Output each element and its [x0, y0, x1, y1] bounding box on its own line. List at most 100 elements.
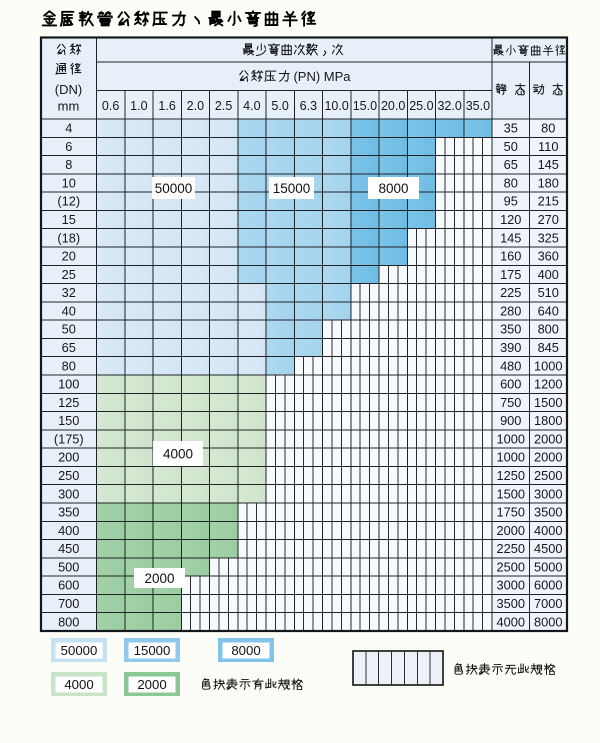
svg-text:1800: 1800 — [534, 413, 562, 428]
svg-text:4000: 4000 — [497, 614, 525, 629]
svg-text:95: 95 — [504, 194, 518, 209]
svg-text:1750: 1750 — [497, 505, 525, 520]
svg-text:2000: 2000 — [534, 431, 562, 446]
svg-text:80: 80 — [62, 358, 76, 373]
svg-text:15: 15 — [62, 212, 76, 227]
svg-text:8000: 8000 — [378, 181, 408, 196]
svg-text:215: 215 — [538, 194, 559, 209]
svg-text:4.0: 4.0 — [243, 99, 260, 113]
svg-text:2000: 2000 — [137, 677, 166, 692]
svg-text:20: 20 — [62, 249, 76, 264]
svg-text:65: 65 — [62, 340, 76, 355]
svg-text:1250: 1250 — [497, 468, 525, 483]
svg-text:2.0: 2.0 — [187, 99, 204, 113]
svg-text:450: 450 — [58, 541, 79, 556]
svg-text:390: 390 — [500, 340, 521, 355]
svg-text:4000: 4000 — [163, 446, 193, 461]
svg-text:6.3: 6.3 — [300, 99, 317, 113]
svg-text:2000: 2000 — [144, 571, 174, 586]
svg-text:1.6: 1.6 — [158, 99, 175, 113]
svg-text:(DN): (DN) — [55, 82, 82, 97]
svg-text:845: 845 — [538, 340, 559, 355]
svg-text:0.6: 0.6 — [102, 99, 119, 113]
svg-text:160: 160 — [500, 249, 521, 264]
svg-text:145: 145 — [500, 230, 521, 245]
svg-text:900: 900 — [500, 413, 521, 428]
svg-text:6000: 6000 — [534, 578, 562, 593]
svg-text:700: 700 — [58, 596, 79, 611]
svg-text:600: 600 — [500, 377, 521, 392]
svg-text:510: 510 — [538, 285, 559, 300]
svg-text:32: 32 — [62, 285, 76, 300]
svg-text:120: 120 — [500, 212, 521, 227]
svg-text:mm: mm — [58, 99, 80, 114]
svg-text:350: 350 — [500, 322, 521, 337]
svg-text:350: 350 — [58, 505, 79, 520]
svg-text:145: 145 — [538, 157, 559, 172]
svg-text:5.0: 5.0 — [271, 99, 288, 113]
svg-text:8000: 8000 — [534, 614, 562, 629]
svg-text:4000: 4000 — [64, 677, 93, 692]
svg-text:80: 80 — [504, 175, 518, 190]
svg-text:3000: 3000 — [497, 578, 525, 593]
svg-text:32.0: 32.0 — [437, 99, 461, 113]
svg-text:180: 180 — [538, 175, 559, 190]
svg-text:50: 50 — [504, 139, 518, 154]
svg-text:40: 40 — [62, 303, 76, 318]
svg-text:2.5: 2.5 — [215, 99, 232, 113]
svg-text:1000: 1000 — [534, 358, 562, 373]
svg-text:2000: 2000 — [534, 450, 562, 465]
svg-text:600: 600 — [58, 578, 79, 593]
svg-text:6: 6 — [65, 139, 72, 154]
svg-text:15.0: 15.0 — [353, 99, 377, 113]
svg-text:1200: 1200 — [534, 377, 562, 392]
svg-text:8: 8 — [65, 157, 72, 172]
svg-text:250: 250 — [58, 468, 79, 483]
svg-text:125: 125 — [58, 395, 79, 410]
svg-text:10.0: 10.0 — [324, 99, 348, 113]
svg-text:800: 800 — [538, 322, 559, 337]
svg-text:3000: 3000 — [534, 486, 562, 501]
svg-text:100: 100 — [58, 377, 79, 392]
svg-text:1000: 1000 — [497, 431, 525, 446]
svg-text:280: 280 — [500, 303, 521, 318]
svg-text:480: 480 — [500, 358, 521, 373]
svg-text:80: 80 — [541, 121, 555, 136]
svg-text:50000: 50000 — [61, 643, 98, 658]
svg-text:225: 225 — [500, 285, 521, 300]
svg-text:50000: 50000 — [155, 181, 193, 196]
svg-text:25: 25 — [62, 267, 76, 282]
svg-text:50: 50 — [62, 322, 76, 337]
svg-text:3500: 3500 — [497, 596, 525, 611]
svg-text:400: 400 — [538, 267, 559, 282]
svg-text:1000: 1000 — [497, 450, 525, 465]
svg-text:(PN) MPa: (PN) MPa — [293, 69, 351, 84]
svg-text:65: 65 — [504, 157, 518, 172]
svg-text:10: 10 — [62, 175, 76, 190]
svg-text:4: 4 — [65, 121, 72, 136]
svg-text:300: 300 — [58, 486, 79, 501]
svg-text:35.0: 35.0 — [466, 99, 490, 113]
svg-text:110: 110 — [538, 139, 558, 154]
svg-text:20.0: 20.0 — [381, 99, 405, 113]
svg-text:35: 35 — [504, 121, 518, 136]
svg-text:800: 800 — [58, 614, 79, 629]
svg-text:400: 400 — [58, 523, 79, 538]
svg-text:(18): (18) — [57, 230, 80, 245]
svg-text:1500: 1500 — [534, 395, 562, 410]
svg-text:(12): (12) — [57, 194, 80, 209]
svg-text:325: 325 — [538, 230, 559, 245]
svg-text:270: 270 — [538, 212, 559, 227]
svg-text:200: 200 — [58, 450, 79, 465]
svg-text:2500: 2500 — [497, 559, 525, 574]
svg-text:2000: 2000 — [497, 523, 525, 538]
svg-text:150: 150 — [58, 413, 79, 428]
svg-text:2250: 2250 — [497, 541, 525, 556]
svg-text:640: 640 — [538, 303, 559, 318]
svg-text:2500: 2500 — [534, 468, 562, 483]
svg-text:3500: 3500 — [534, 505, 562, 520]
svg-text:500: 500 — [58, 559, 79, 574]
svg-text:7000: 7000 — [534, 596, 562, 611]
svg-text:175: 175 — [500, 267, 521, 282]
svg-text:4000: 4000 — [534, 523, 562, 538]
